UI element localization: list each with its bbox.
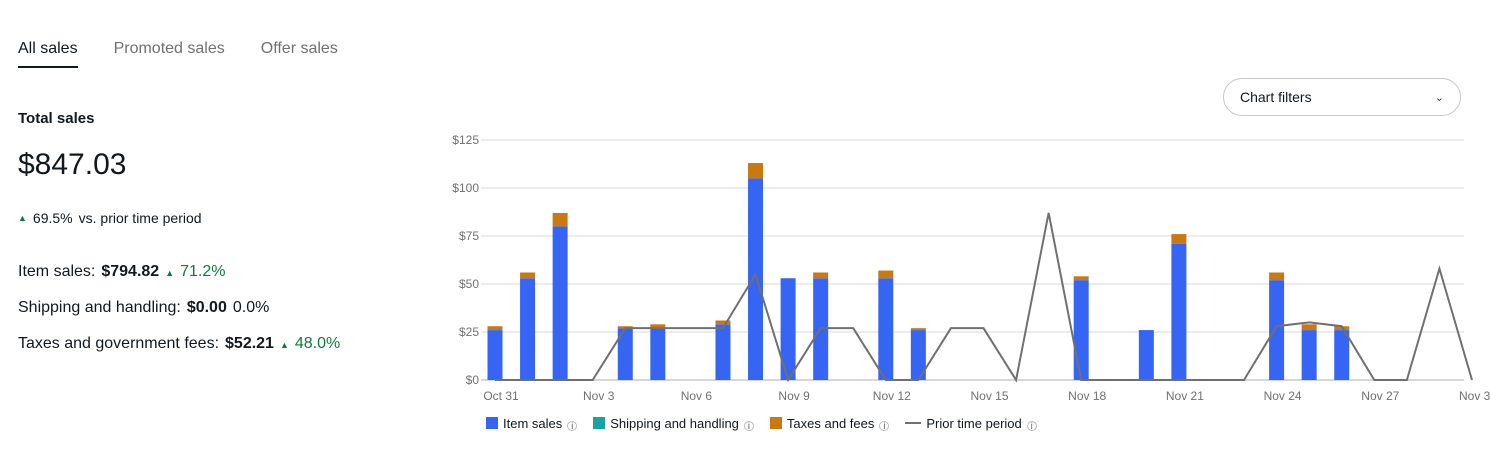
- info-icon[interactable]: i: [879, 421, 890, 431]
- item-sales-row: Item sales: $794.82 ▲ 71.2%: [18, 260, 340, 296]
- taxes-row: Taxes and government fees: $52.21 ▲ 48.0…: [18, 332, 340, 368]
- x-tick-label: Nov 30: [1459, 389, 1490, 403]
- legend-label: Prior time period: [926, 415, 1022, 431]
- taxes-pct: 48.0%: [294, 335, 341, 352]
- y-tick-label: $50: [459, 277, 479, 291]
- y-tick-label: $0: [466, 373, 480, 387]
- tab-promoted-sales[interactable]: Promoted sales: [113, 40, 225, 57]
- shipping-label: Shipping and handling:: [18, 299, 181, 316]
- bar-segment[interactable]: [813, 272, 829, 279]
- bar-segment[interactable]: [1269, 280, 1285, 380]
- x-tick-label: Oct 31: [483, 389, 519, 403]
- shipping-value: $0.00: [186, 299, 227, 316]
- bar-segment[interactable]: [520, 278, 536, 380]
- bar-segment[interactable]: [780, 278, 796, 380]
- shipping-row: Shipping and handling: $0.00 0.0%: [18, 296, 340, 332]
- x-tick-label: Nov 12: [873, 389, 911, 403]
- y-tick-label: $75: [459, 229, 479, 243]
- y-tick-label: $25: [459, 325, 479, 339]
- bar-segment[interactable]: [1073, 276, 1089, 281]
- bar-segment[interactable]: [1138, 330, 1154, 380]
- x-tick-label: Nov 24: [1264, 389, 1302, 403]
- legend-label: Shipping and handling: [610, 415, 739, 431]
- bar-segment[interactable]: [878, 278, 894, 380]
- tab-offer-sales[interactable]: Offer sales: [260, 40, 338, 57]
- x-tick-label: Nov 18: [1068, 389, 1106, 403]
- total-change-text: vs. prior time period: [78, 210, 202, 226]
- legend-label: Item sales: [503, 415, 563, 431]
- up-arrow-icon: ▲: [279, 340, 289, 350]
- sales-tabs: All sales Promoted sales Offer sales: [18, 38, 338, 68]
- legend-label: Taxes and fees: [786, 415, 875, 431]
- legend-swatch: [905, 422, 922, 424]
- taxes-value: $52.21: [225, 335, 274, 352]
- item-sales-label: Item sales:: [18, 263, 96, 280]
- info-icon[interactable]: i: [567, 421, 578, 431]
- bar-segment[interactable]: [910, 328, 926, 331]
- bar-segment[interactable]: [650, 328, 666, 380]
- bar-segment[interactable]: [715, 320, 731, 325]
- legend-swatch: [769, 417, 782, 429]
- bar-segment[interactable]: [748, 163, 764, 179]
- legend-item-prior[interactable]: Prior time period i: [905, 415, 1037, 431]
- sales-breakdown: Item sales: $794.82 ▲ 71.2% Shipping and…: [18, 260, 340, 368]
- taxes-label: Taxes and government fees:: [18, 335, 220, 352]
- total-change: ▲ 69.5% vs. prior time period: [18, 210, 202, 226]
- legend-item-shipping[interactable]: Shipping and handling i: [593, 415, 754, 431]
- sales-summary: Total sales $847.03 ▲ 69.5% vs. prior ti…: [18, 110, 340, 352]
- x-tick-label: Nov 3: [583, 389, 615, 403]
- bar-segment[interactable]: [1301, 330, 1317, 380]
- prior-period-line: [495, 212, 1473, 383]
- chart-filters-label: Chart filters: [1240, 89, 1312, 105]
- item-sales-pct: 71.2%: [180, 263, 226, 280]
- x-tick-label: Nov 6: [681, 389, 713, 403]
- bar-segment[interactable]: [878, 270, 894, 279]
- legend-item-taxes[interactable]: Taxes and fees i: [769, 415, 890, 431]
- info-icon[interactable]: i: [743, 421, 754, 431]
- chart-legend: Item sales i Shipping and handling i Tax…: [486, 415, 1037, 431]
- legend-swatch: [593, 417, 606, 429]
- y-tick-label: $100: [452, 181, 479, 195]
- bar-segment[interactable]: [1334, 330, 1350, 380]
- info-icon[interactable]: i: [1026, 421, 1037, 431]
- shipping-pct: 0.0%: [232, 299, 270, 316]
- bar-segment[interactable]: [520, 272, 536, 279]
- legend-swatch: [486, 417, 498, 429]
- total-change-pct: 69.5%: [32, 210, 73, 226]
- chevron-down-icon: ⌄: [1434, 91, 1444, 104]
- bar-segment[interactable]: [487, 326, 503, 331]
- bar-segment[interactable]: [715, 324, 731, 380]
- x-tick-label: Nov 9: [778, 389, 810, 403]
- tab-all-sales[interactable]: All sales: [18, 38, 78, 68]
- x-tick-label: Nov 27: [1361, 389, 1399, 403]
- item-sales-value: $794.82: [101, 263, 160, 280]
- up-arrow-icon: ▲: [165, 268, 175, 278]
- x-tick-label: Nov 21: [1166, 389, 1204, 403]
- bar-segment[interactable]: [1269, 272, 1285, 281]
- bar-segment[interactable]: [748, 178, 764, 380]
- up-arrow-icon: ▲: [18, 213, 27, 223]
- bar-segment[interactable]: [1301, 324, 1317, 331]
- bar-segment[interactable]: [650, 324, 666, 329]
- bar-segment[interactable]: [1171, 243, 1187, 380]
- bar-segment[interactable]: [1073, 280, 1089, 380]
- bar-segment[interactable]: [552, 212, 568, 227]
- total-sales-value: $847.03: [18, 148, 127, 181]
- bar-segment[interactable]: [487, 330, 503, 380]
- bar-segment[interactable]: [617, 328, 633, 380]
- legend-item-sales[interactable]: Item sales i: [486, 415, 578, 431]
- chart-filters-dropdown[interactable]: Chart filters ⌄: [1223, 78, 1461, 116]
- bar-segment[interactable]: [910, 330, 926, 380]
- bar-segment[interactable]: [1171, 234, 1187, 244]
- bar-segment[interactable]: [552, 226, 568, 380]
- x-tick-label: Nov 15: [970, 389, 1008, 403]
- y-tick-label: $125: [452, 133, 479, 147]
- total-sales-label: Total sales: [18, 110, 95, 127]
